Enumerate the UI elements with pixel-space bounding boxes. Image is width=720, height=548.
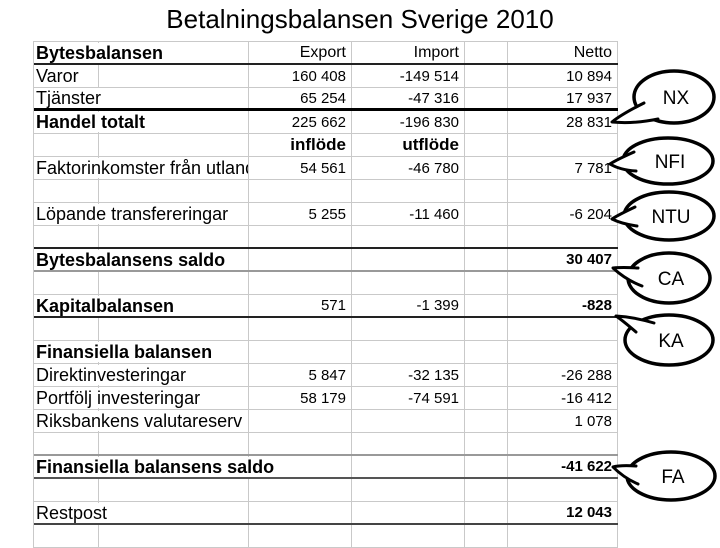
row-label: Direktinvesteringar	[34, 365, 190, 385]
callout-ka: KA	[614, 313, 715, 367]
import-value: -74 591	[408, 389, 459, 407]
table-row-empty	[34, 433, 618, 456]
table-row-empty	[34, 180, 618, 203]
table-row-kapitalbalansen: Kapitalbalansen 571 -1 399 -828	[34, 295, 618, 318]
bubble-oval	[621, 136, 715, 186]
callout-label: NFI	[655, 152, 686, 173]
table-row-empty	[34, 226, 618, 249]
table-row-empty	[34, 525, 618, 548]
row-label: Portfölj investeringar	[34, 388, 204, 408]
netto-value: -41 622	[561, 458, 612, 475]
table-row-empty	[34, 318, 618, 341]
callout-label: KA	[658, 331, 684, 352]
import-value: -11 460	[409, 205, 459, 223]
row-label: Finansiella balansens saldo	[34, 456, 278, 477]
table-row-tjanster: Tjänster 65 254 -47 316 17 937	[34, 88, 618, 111]
bubble-oval	[625, 450, 717, 502]
table-row-varor: Varor 160 408 -149 514 10 894	[34, 65, 618, 88]
callout-ca: CA	[611, 251, 712, 305]
row-label: Löpande transfereringar	[34, 204, 232, 224]
row-label: Varor	[34, 66, 82, 86]
netto-value: -6 204	[569, 205, 612, 223]
utflode-label: utflöde	[402, 135, 459, 154]
netto-value: 10 894	[566, 67, 612, 85]
callout-nx: NX	[610, 69, 716, 125]
import-value: -1 399	[416, 297, 459, 314]
row-label: Handel totalt	[34, 112, 149, 132]
table-title: Bytesbalansen	[34, 42, 167, 63]
import-value: -196 830	[399, 113, 459, 131]
netto-value: 7 781	[574, 159, 612, 177]
row-label: Kapitalbalansen	[34, 295, 178, 316]
netto-value: 1 078	[574, 412, 612, 430]
balance-table: Bytesbalansen Export Import Netto Varor …	[33, 41, 618, 548]
table-row-restpost: Restpost 12 043	[34, 502, 618, 525]
header-cell-export: Export	[249, 42, 352, 63]
export-value: 225 662	[291, 113, 346, 131]
callout-label: FA	[661, 467, 685, 488]
export-value: 571	[320, 297, 346, 314]
header-cell-spacer	[465, 42, 508, 63]
inflode-label: inflöde	[290, 135, 346, 154]
bubble-oval	[632, 69, 716, 125]
table-row-empty	[34, 272, 618, 295]
callout-label: NX	[663, 88, 690, 109]
bubble-oval	[623, 313, 715, 367]
bubble-tail	[610, 101, 660, 125]
table-row-empty	[34, 479, 618, 502]
table-row-finansiella-balansen: Finansiella balansen	[34, 341, 618, 364]
callout-nfi: NFI	[608, 136, 715, 186]
bubble-tail	[614, 314, 656, 334]
netto-value: 17 937	[566, 89, 612, 107]
netto-value: -26 288	[561, 366, 612, 384]
table-row-handel-totalt: Handel totalt 225 662 -196 830 28 831	[34, 111, 618, 134]
netto-value: 12 043	[566, 504, 612, 521]
row-label: Tjänster	[34, 88, 105, 108]
table-row-faktorinkomster: Faktorinkomster från utlandet 54 561 -46…	[34, 157, 618, 180]
callout-label: CA	[658, 269, 685, 290]
table-row-bytesbalansens-saldo: Bytesbalansens saldo 30 407	[34, 249, 618, 272]
bubble-oval	[622, 190, 716, 242]
netto-value: 30 407	[566, 251, 612, 268]
row-label: Bytesbalansens saldo	[34, 249, 229, 270]
import-value: -46 780	[408, 159, 459, 177]
header-cell-netto: Netto	[508, 42, 618, 63]
export-value: 5 847	[308, 366, 346, 384]
row-label: Faktorinkomster från utlandet	[34, 158, 248, 178]
export-value: 160 408	[291, 67, 346, 85]
header-cell-bytesbalansen: Bytesbalansen	[34, 42, 249, 63]
table-row-direktinvesteringar: Direktinvesteringar 5 847 -32 135 -26 28…	[34, 364, 618, 387]
netto-header: Netto	[573, 43, 612, 61]
callout-label: NTU	[651, 207, 690, 228]
netto-value: 28 831	[566, 113, 612, 131]
header-cell-import: Import	[352, 42, 465, 63]
import-header: Import	[413, 43, 459, 61]
export-value: 5 255	[308, 205, 346, 223]
import-value: -47 316	[408, 89, 459, 107]
table-row-lopande-transfereringar: Löpande transfereringar 5 255 -11 460 -6…	[34, 203, 618, 226]
netto-value: -828	[581, 297, 612, 314]
table-row-finansiella-balansens-saldo: Finansiella balansens saldo -41 622	[34, 456, 618, 479]
table-row-riksbankens-valutareserv: Riksbankens valutareserv 1 078	[34, 410, 618, 433]
export-value: 65 254	[300, 89, 346, 107]
netto-value: -16 412	[561, 389, 612, 407]
row-label: Riksbankens valutareserv	[34, 411, 246, 431]
export-value: 58 179	[300, 389, 346, 407]
callout-fa: FA	[611, 450, 717, 502]
table-header-row: Bytesbalansen Export Import Netto	[34, 42, 618, 65]
bubble-oval	[626, 251, 712, 305]
slide-title: Betalningsbalansen Sverige 2010	[166, 4, 554, 34]
row-label: Restpost	[34, 502, 111, 523]
export-header: Export	[299, 43, 346, 61]
export-value: 54 561	[300, 159, 346, 177]
table-row-inflode-utflode: inflöde utflöde	[34, 134, 618, 157]
table-row-portfolj-investeringar: Portfölj investeringar 58 179 -74 591 -1…	[34, 387, 618, 410]
import-value: -32 135	[408, 366, 459, 384]
row-label: Finansiella balansen	[34, 342, 216, 362]
callout-ntu: NTU	[610, 190, 716, 242]
import-value: -149 514	[399, 67, 459, 85]
